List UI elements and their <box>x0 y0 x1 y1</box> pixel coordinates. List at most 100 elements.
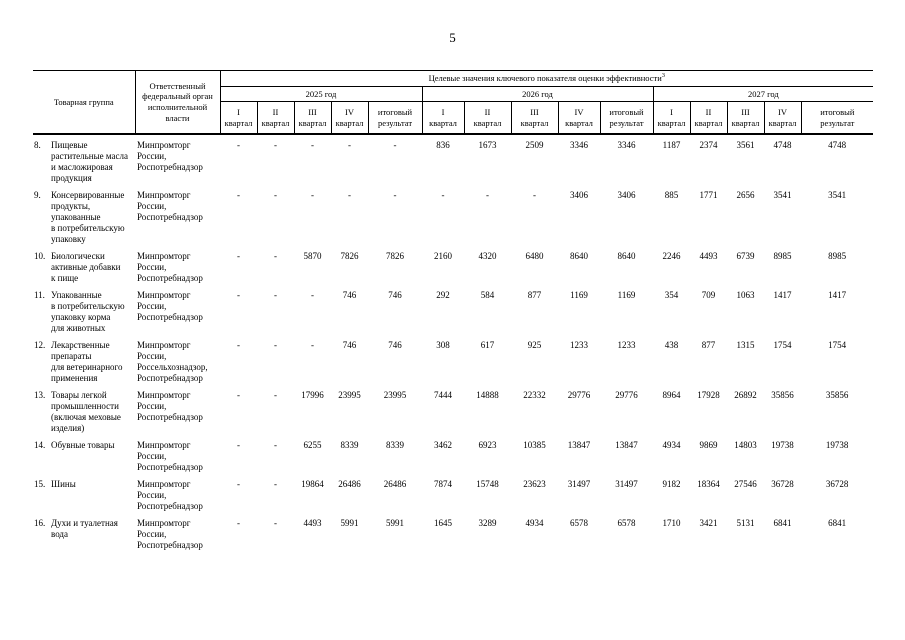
kpi-value-cell: - <box>533 190 536 200</box>
kpi-value-cell: 6923 <box>478 440 497 450</box>
kpi-value-cell: 354 <box>664 290 679 300</box>
kpi-value-cell: 1673 <box>478 140 497 150</box>
kpi-value-cell: 1063 <box>736 290 755 300</box>
footnote-ref: 3 <box>661 72 666 80</box>
kpi-value-cell: 2656 <box>736 190 755 200</box>
kpi-value-cell: 6841 <box>828 518 847 528</box>
kpi-value-cell: 2509 <box>525 140 544 150</box>
kpi-value-cell: 35856 <box>771 390 794 400</box>
header-kpi-title: Целевые значения ключевого показателя оц… <box>219 70 874 87</box>
kpi-value-cell: 1417 <box>773 290 792 300</box>
row-number: 12. <box>34 340 46 350</box>
kpi-value-cell: - <box>311 190 314 200</box>
kpi-value-cell: 7444 <box>434 390 452 400</box>
kpi-value-cell: 836 <box>436 140 450 150</box>
kpi-value-cell: - <box>274 290 277 300</box>
kpi-value-cell: - <box>393 140 397 150</box>
table-row: 14. Обувные товары Минпромторг России, Рос… <box>33 440 873 479</box>
kpi-value-cell: 885 <box>664 190 679 200</box>
kpi-value-cell: 23623 <box>523 479 546 489</box>
product-group-wrap: 15. Шины <box>34 479 134 490</box>
product-group-cell: 10. Биологически активные добавки к пище <box>33 251 135 290</box>
kpi-value-cell: 3541 <box>773 190 792 200</box>
kpi-value-cell: 1645 <box>434 518 452 528</box>
kpi-value-cell: 5870 <box>303 251 322 261</box>
kpi-value-cell: 8339 <box>386 440 404 450</box>
header-year-2026: 2026 год <box>421 86 654 102</box>
authority-cell: Минпромторг России, Роспотребнадзор <box>137 390 203 422</box>
kpi-value-cell: 31497 <box>615 479 638 489</box>
product-group-cell: 11. Упакованные в потребительскую упаковк… <box>33 290 135 340</box>
product-group-wrap: 14. Обувные товары <box>34 440 134 451</box>
product-group-label: Консервированные продукты, упакованные в… <box>51 190 125 244</box>
product-group-cell: 9. Консервированные продукты, упакованные… <box>33 190 135 251</box>
header-product-group: Товарная группа <box>33 70 136 135</box>
kpi-title-text: Целевые значения ключевого показателя оц… <box>428 73 662 84</box>
kpi-value-cell: - <box>237 479 240 489</box>
kpi-value-cell: - <box>237 251 240 261</box>
kpi-value-cell: - <box>237 440 240 450</box>
product-group-cell: 15. Шины <box>33 479 135 518</box>
kpi-value-cell: 292 <box>436 290 450 300</box>
kpi-value-cell: 36728 <box>825 479 849 489</box>
kpi-value-cell: 19864 <box>301 479 324 489</box>
kpi-value-cell: - <box>274 390 277 400</box>
header-2027-total: итоговый результат <box>800 101 874 135</box>
authority-cell: Минпромторг России, Роспотребнадзор <box>137 190 203 222</box>
kpi-value-cell: 1771 <box>699 190 718 200</box>
row-number: 16. <box>34 518 46 528</box>
authority-cell: Минпромторг России, Роспотребнадзор <box>137 290 203 322</box>
kpi-value-cell: 23995 <box>338 390 361 400</box>
row-number: 11. <box>34 290 45 300</box>
kpi-value-cell: - <box>486 190 489 200</box>
header-2026-q1: I квартал <box>421 101 465 135</box>
page-number: 5 <box>449 30 456 45</box>
kpi-value-cell: 8985 <box>773 251 792 261</box>
kpi-value-cell: 438 <box>664 340 679 350</box>
authority-cell: Минпромторг России, Роспотребнадзор <box>137 251 203 283</box>
kpi-value-cell: 4748 <box>828 140 847 150</box>
kpi-value-cell: 6578 <box>570 518 588 528</box>
kpi-value-cell: 1754 <box>773 340 792 350</box>
table-row: 16. Духи и туалетная вода Минпромторг Росс… <box>33 518 873 557</box>
product-group-cell: 8. Пищевые растительные масла и масложиро… <box>33 134 135 190</box>
kpi-value-cell: - <box>311 140 314 150</box>
table-row: 9. Консервированные продукты, упакованные… <box>33 190 873 251</box>
kpi-value-cell: 4320 <box>478 251 497 261</box>
authority-cell: Минпромторг России, Роспотребнадзор <box>137 518 203 550</box>
table-row: 15. Шины Минпромторг России, Роспотребнадз… <box>33 479 873 518</box>
kpi-value-cell: 18364 <box>697 479 720 489</box>
kpi-value-cell: 1315 <box>736 340 755 350</box>
kpi-value-cell: 1754 <box>828 340 847 350</box>
kpi-value-cell: - <box>274 251 277 261</box>
product-group-label: Товары легкой промышленности (включая ме… <box>51 390 121 433</box>
table-body: 8. Пищевые растительные масла и масложиро… <box>33 134 873 557</box>
kpi-value-cell: 14803 <box>734 440 757 450</box>
row-number: 10. <box>34 251 46 261</box>
kpi-value-cell: 1233 <box>570 340 588 350</box>
row-number: 8. <box>34 140 41 150</box>
kpi-value-cell: 27546 <box>734 479 757 489</box>
kpi-value-cell: 26486 <box>383 479 407 489</box>
header-2026-total: итоговый результат <box>599 101 654 135</box>
header-2025-q2: II квартал <box>256 101 295 135</box>
kpi-value-cell: 617 <box>480 340 495 350</box>
header-2025-q1: I квартал <box>219 101 258 135</box>
header-2026-q3: III квартал <box>510 101 559 135</box>
kpi-value-cell: 10385 <box>523 440 546 450</box>
kpi-value-cell: 5131 <box>736 518 755 528</box>
header-year-2025: 2025 год <box>219 86 423 102</box>
kpi-value-cell: 8339 <box>340 440 359 450</box>
product-group-wrap: 9. Консервированные продукты, упакованные… <box>34 190 134 245</box>
product-group-cell: 12. Лекарственные препараты для ветеринар… <box>33 340 135 390</box>
kpi-value-cell: 1233 <box>617 340 636 350</box>
product-group-label: Биологически активные добавки к пище <box>51 251 121 283</box>
row-number: 15. <box>34 479 46 489</box>
kpi-value-cell: 13847 <box>615 440 638 450</box>
kpi-value-cell: 4493 <box>699 251 718 261</box>
kpi-value-cell: 3541 <box>828 190 847 200</box>
product-group-cell: 13. Товары легкой промышленности (включая… <box>33 390 135 440</box>
product-group-label: Обувные товары <box>51 440 115 450</box>
kpi-value-cell: 925 <box>527 340 542 350</box>
kpi-value-cell: 1417 <box>828 290 847 300</box>
